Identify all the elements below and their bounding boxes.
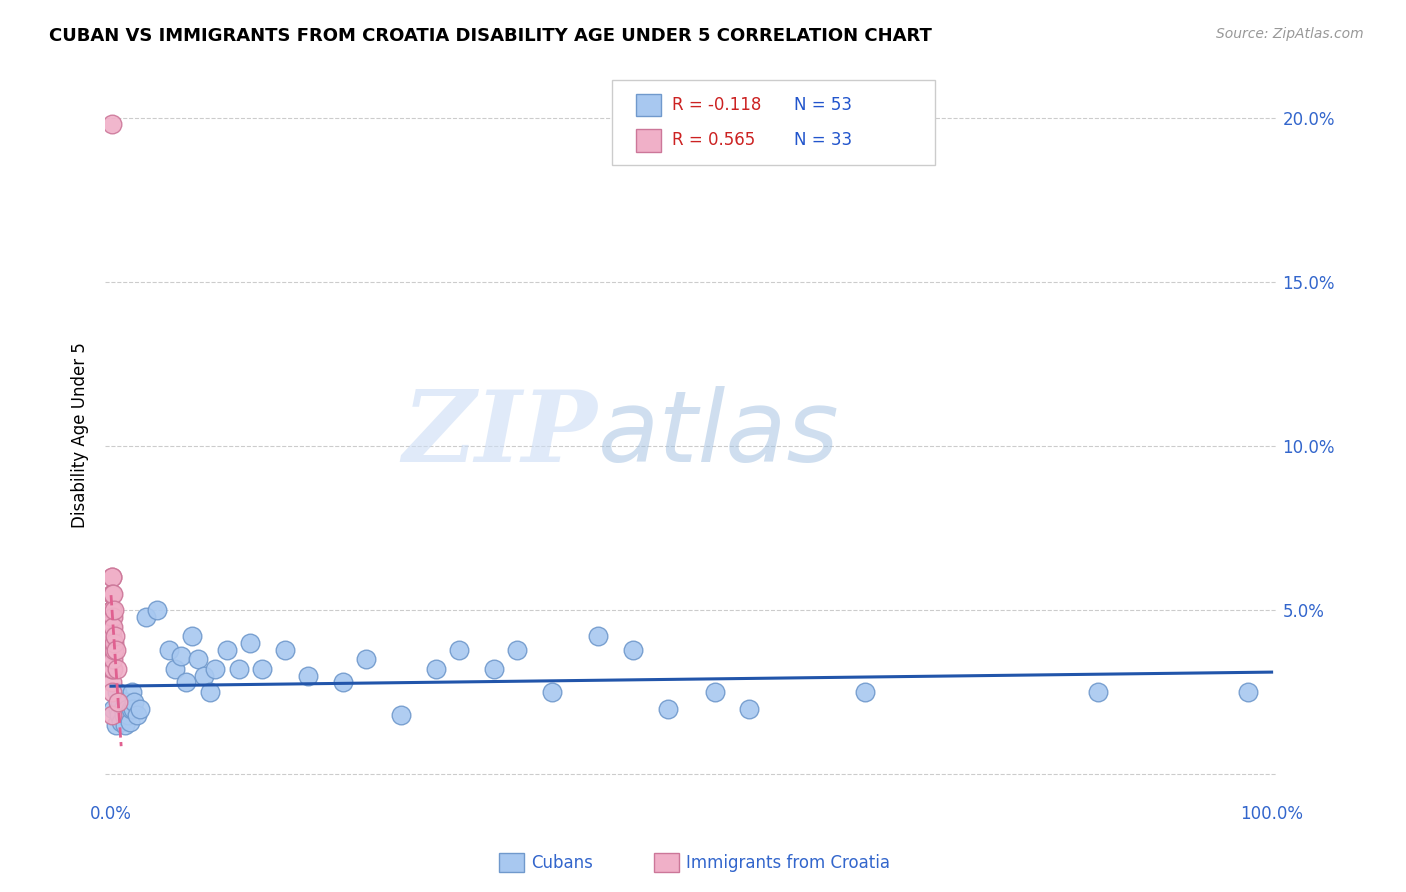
Point: [105, 662, 128, 676]
Point: [101, 587, 124, 601]
Point: [101, 652, 124, 666]
Point: [621, 642, 644, 657]
Point: [101, 630, 124, 644]
Point: [101, 609, 124, 624]
Point: [114, 718, 136, 732]
Point: [101, 603, 124, 617]
Point: [176, 675, 198, 690]
Point: [853, 685, 876, 699]
Point: [239, 636, 262, 650]
Point: [110, 695, 132, 709]
Text: R = -0.118: R = -0.118: [672, 95, 762, 114]
Point: [103, 642, 125, 657]
Point: [111, 702, 134, 716]
Point: [1087, 685, 1109, 699]
Point: [297, 669, 319, 683]
Point: [101, 603, 124, 617]
Text: Cubans: Cubans: [531, 855, 593, 872]
Point: [738, 702, 761, 716]
Point: [125, 708, 148, 723]
Text: R = 0.565: R = 0.565: [672, 131, 755, 150]
Point: [274, 642, 297, 657]
Point: [117, 702, 139, 716]
Point: [104, 718, 127, 732]
Point: [100, 570, 122, 584]
Text: N = 33: N = 33: [794, 131, 852, 150]
Point: [103, 652, 125, 666]
Point: [100, 636, 122, 650]
Point: [100, 619, 122, 633]
Point: [541, 685, 564, 699]
Point: [105, 685, 128, 699]
Point: [100, 675, 122, 690]
Point: [389, 708, 412, 723]
Point: [101, 708, 124, 723]
Point: [703, 685, 725, 699]
Text: ZIP: ZIP: [402, 386, 598, 483]
Point: [204, 662, 226, 676]
Point: [187, 652, 209, 666]
Point: [107, 695, 129, 709]
Point: [122, 695, 145, 709]
Point: [101, 609, 124, 624]
Point: [115, 695, 138, 709]
Point: [103, 636, 125, 650]
Point: [101, 662, 124, 676]
Text: atlas: atlas: [598, 386, 839, 483]
Point: [101, 642, 124, 657]
Text: Source: ZipAtlas.com: Source: ZipAtlas.com: [1216, 27, 1364, 41]
Point: [101, 662, 124, 676]
Point: [193, 669, 215, 683]
Point: [657, 702, 679, 716]
Point: [163, 662, 186, 676]
Point: [101, 642, 124, 657]
Point: [217, 642, 239, 657]
Text: Immigrants from Croatia: Immigrants from Croatia: [686, 855, 890, 872]
Point: [588, 630, 610, 644]
Point: [122, 702, 145, 716]
Point: [449, 642, 471, 657]
Point: [250, 662, 273, 676]
Point: [332, 675, 354, 690]
Point: [100, 652, 122, 666]
Point: [181, 630, 204, 644]
Point: [1237, 685, 1260, 699]
Point: [112, 708, 135, 723]
Point: [425, 662, 447, 676]
Point: [356, 652, 378, 666]
Point: [101, 642, 124, 657]
Text: CUBAN VS IMMIGRANTS FROM CROATIA DISABILITY AGE UNDER 5 CORRELATION CHART: CUBAN VS IMMIGRANTS FROM CROATIA DISABIL…: [49, 27, 932, 45]
Point: [101, 685, 124, 699]
Point: [107, 702, 129, 716]
Point: [101, 570, 124, 584]
Y-axis label: Disability Age Under 5: Disability Age Under 5: [72, 342, 89, 527]
Point: [100, 603, 122, 617]
Point: [103, 587, 125, 601]
Text: N = 53: N = 53: [794, 95, 852, 114]
Point: [103, 619, 125, 633]
Point: [506, 642, 529, 657]
Point: [103, 702, 125, 716]
Point: [482, 662, 505, 676]
Point: [118, 714, 141, 729]
Point: [104, 630, 127, 644]
Point: [157, 642, 180, 657]
Point: [120, 702, 142, 716]
Point: [100, 117, 122, 131]
Point: [101, 587, 124, 601]
Point: [110, 714, 132, 729]
Point: [169, 649, 191, 664]
Point: [117, 708, 139, 723]
Point: [198, 685, 221, 699]
Point: [108, 708, 131, 723]
Point: [129, 702, 152, 716]
Point: [103, 603, 125, 617]
Point: [135, 609, 157, 624]
Point: [228, 662, 250, 676]
Point: [104, 642, 127, 657]
Point: [146, 603, 169, 617]
Point: [121, 685, 143, 699]
